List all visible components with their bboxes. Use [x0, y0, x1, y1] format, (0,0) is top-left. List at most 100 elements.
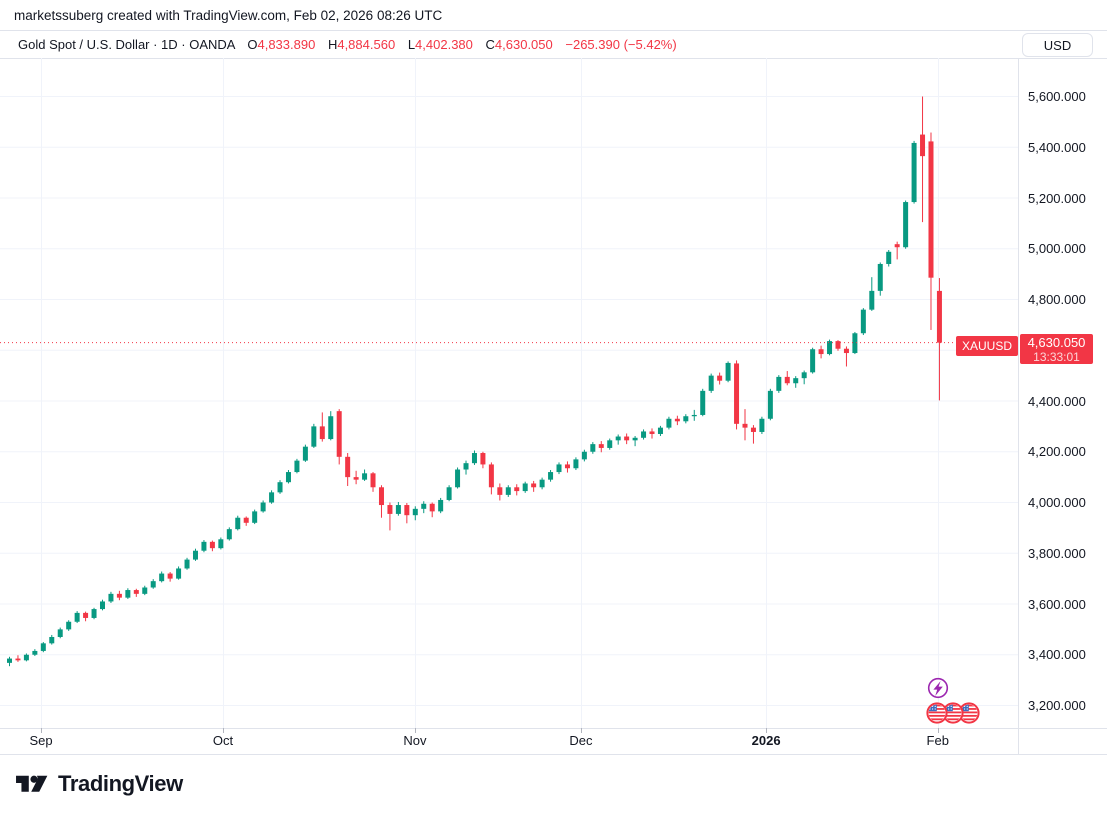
candle-up [294, 460, 300, 473]
candle-up [708, 375, 714, 391]
candle-down [531, 483, 537, 488]
candle-up [66, 621, 72, 630]
candle-wick [752, 425, 754, 444]
candle-down [598, 444, 604, 448]
symbol-price-flag-text: XAUUSD [961, 339, 1012, 353]
candle-up [539, 479, 545, 488]
candle-down [564, 464, 570, 469]
candle-down [133, 590, 139, 594]
price-tick-label: 3,200.000 [1028, 698, 1086, 713]
attribution-text: marketssuberg created with TradingView.c… [14, 8, 443, 23]
chart-top-border [0, 30, 1107, 31]
candle-up [362, 473, 368, 480]
candle-down [336, 411, 342, 457]
candle-down [370, 473, 376, 488]
event-us-flag-icon[interactable] [958, 702, 980, 724]
candle-up [99, 601, 105, 610]
candle-up [860, 309, 866, 334]
candle-down [750, 427, 756, 432]
event-us-flag-icon[interactable] [926, 702, 948, 724]
price-tick-label: 3,600.000 [1028, 596, 1086, 612]
candle-down [15, 658, 21, 661]
candle-up [184, 559, 190, 569]
candle-up [40, 643, 46, 651]
candle-up [767, 390, 773, 419]
candle-up [793, 378, 799, 384]
candle-up [49, 636, 55, 644]
current-price-value: 4,630.050 [1027, 335, 1086, 350]
candle-down [353, 477, 359, 480]
candle-up [607, 440, 613, 448]
candle-up [285, 472, 291, 483]
symbol-title: Gold Spot / U.S. Dollar · 1D · OANDA [18, 37, 235, 52]
candle-down [243, 517, 249, 523]
price-scale-separator [1018, 58, 1019, 755]
candle-up [57, 629, 63, 637]
event-lightning-icon[interactable] [927, 677, 949, 699]
time-tick-label: 2026 [751, 733, 781, 748]
candle-up [776, 376, 782, 391]
change-value: −265.390 (−5.42%) [565, 37, 677, 52]
low-label: L [407, 37, 416, 52]
candle-up [438, 499, 444, 512]
high-value: 4,884.560 [337, 37, 396, 52]
tradingview-logo[interactable]: TradingView [14, 769, 183, 798]
candle-down [843, 348, 849, 354]
candle-down [488, 464, 494, 488]
candle-down [936, 290, 942, 343]
candle-down [378, 487, 384, 506]
candle-up [683, 416, 689, 422]
candle-up [32, 650, 38, 655]
candle-up [176, 568, 182, 579]
chart-canvas[interactable] [0, 0, 1107, 755]
price-tick-label: 4,000.000 [1028, 495, 1086, 510]
candle-up [7, 658, 12, 663]
candle-up [252, 511, 258, 523]
candle-up [23, 654, 29, 661]
candle-wick [922, 96, 924, 223]
candle-up [505, 487, 511, 495]
bar-countdown: 13:33:01 [1033, 350, 1080, 364]
candle-wick [634, 436, 636, 447]
candle-up [691, 414, 697, 417]
candle-up [725, 362, 731, 381]
candle-up [108, 593, 114, 602]
candle-down [345, 456, 351, 478]
candle-down [116, 593, 122, 598]
chart-bottom-border [0, 754, 1107, 755]
candle-up [801, 372, 807, 379]
candle-up [581, 451, 587, 460]
candle-down [784, 376, 790, 384]
currency-unit-button[interactable]: USD [1022, 33, 1093, 57]
candle-up [125, 590, 131, 598]
price-tick-label: 5,600.000 [1028, 89, 1086, 104]
price-tick-label: 4,200.000 [1028, 444, 1086, 460]
chart-legend: Gold Spot / U.S. Dollar · 1D · OANDA O4,… [18, 37, 677, 52]
price-tick-label: 5,200.000 [1028, 190, 1086, 206]
candle-up [150, 581, 156, 588]
candle-down [649, 431, 655, 434]
candle-up [886, 251, 892, 264]
candle-up [328, 416, 334, 440]
candle-up [657, 427, 663, 434]
high-label: H [327, 37, 338, 52]
time-tick-label: Nov [403, 733, 427, 748]
candle-up [226, 529, 232, 540]
open-value: 4,833.890 [257, 37, 316, 52]
candle-down [167, 573, 173, 579]
candle-up [827, 341, 833, 355]
candle-up [666, 418, 672, 428]
candle-up [590, 444, 596, 452]
candle-up [192, 550, 198, 560]
candle-down [818, 349, 824, 355]
tradingview-logo-icon [16, 775, 48, 792]
candle-up [471, 453, 477, 464]
candle-up [852, 333, 858, 354]
candle-down [514, 487, 520, 492]
candle-down [209, 541, 215, 549]
candle-up [548, 472, 554, 480]
candle-down [83, 612, 89, 618]
candle-up [903, 202, 909, 248]
candle-wick [896, 241, 898, 260]
